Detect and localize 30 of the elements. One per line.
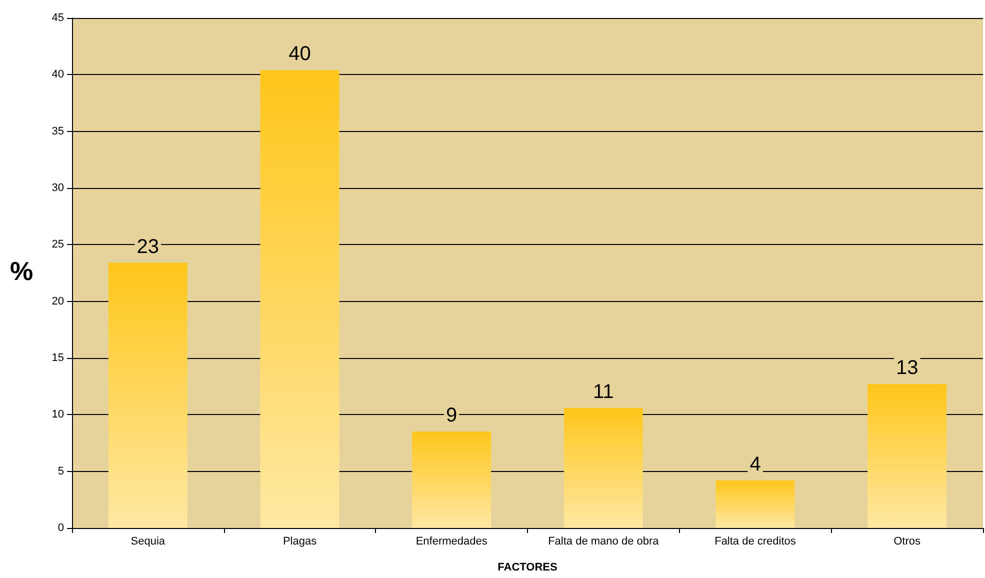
x-tick-label: Falta de creditos (714, 536, 796, 548)
y-tick-label: 45 (52, 12, 64, 24)
data-label: 9 (446, 404, 458, 427)
y-tick-label: 25 (52, 238, 64, 251)
x-axis-title: FACTORES (498, 562, 558, 574)
x-tick-label: Sequia (130, 536, 166, 548)
y-tick-label: 0 (58, 522, 64, 534)
y-tick-label: 20 (52, 295, 64, 308)
data-label: 11 (593, 380, 614, 403)
x-tick-label: Enfermedades (416, 536, 488, 548)
y-tick-label: 5 (58, 465, 64, 478)
y-tick-label: 40 (52, 68, 64, 81)
y-tick-label: 35 (52, 125, 64, 138)
x-tick-label: Otros (894, 536, 922, 548)
bar (716, 480, 795, 528)
y-tick-label: 15 (52, 352, 64, 364)
data-label: 40 (288, 43, 311, 66)
y-axis-title: % (10, 256, 34, 286)
x-tick-label: Plagas (282, 536, 318, 548)
data-label: 23 (136, 236, 160, 258)
bar (108, 262, 188, 528)
data-label: 13 (896, 357, 918, 380)
bar (868, 384, 947, 528)
bar (260, 70, 340, 528)
bar (412, 432, 492, 528)
y-tick-label: 10 (52, 408, 64, 421)
data-label: 4 (750, 453, 761, 476)
y-tick-label: 30 (52, 182, 64, 194)
bar (564, 408, 643, 528)
x-tick-label: Falta de mano de obra (548, 536, 660, 548)
